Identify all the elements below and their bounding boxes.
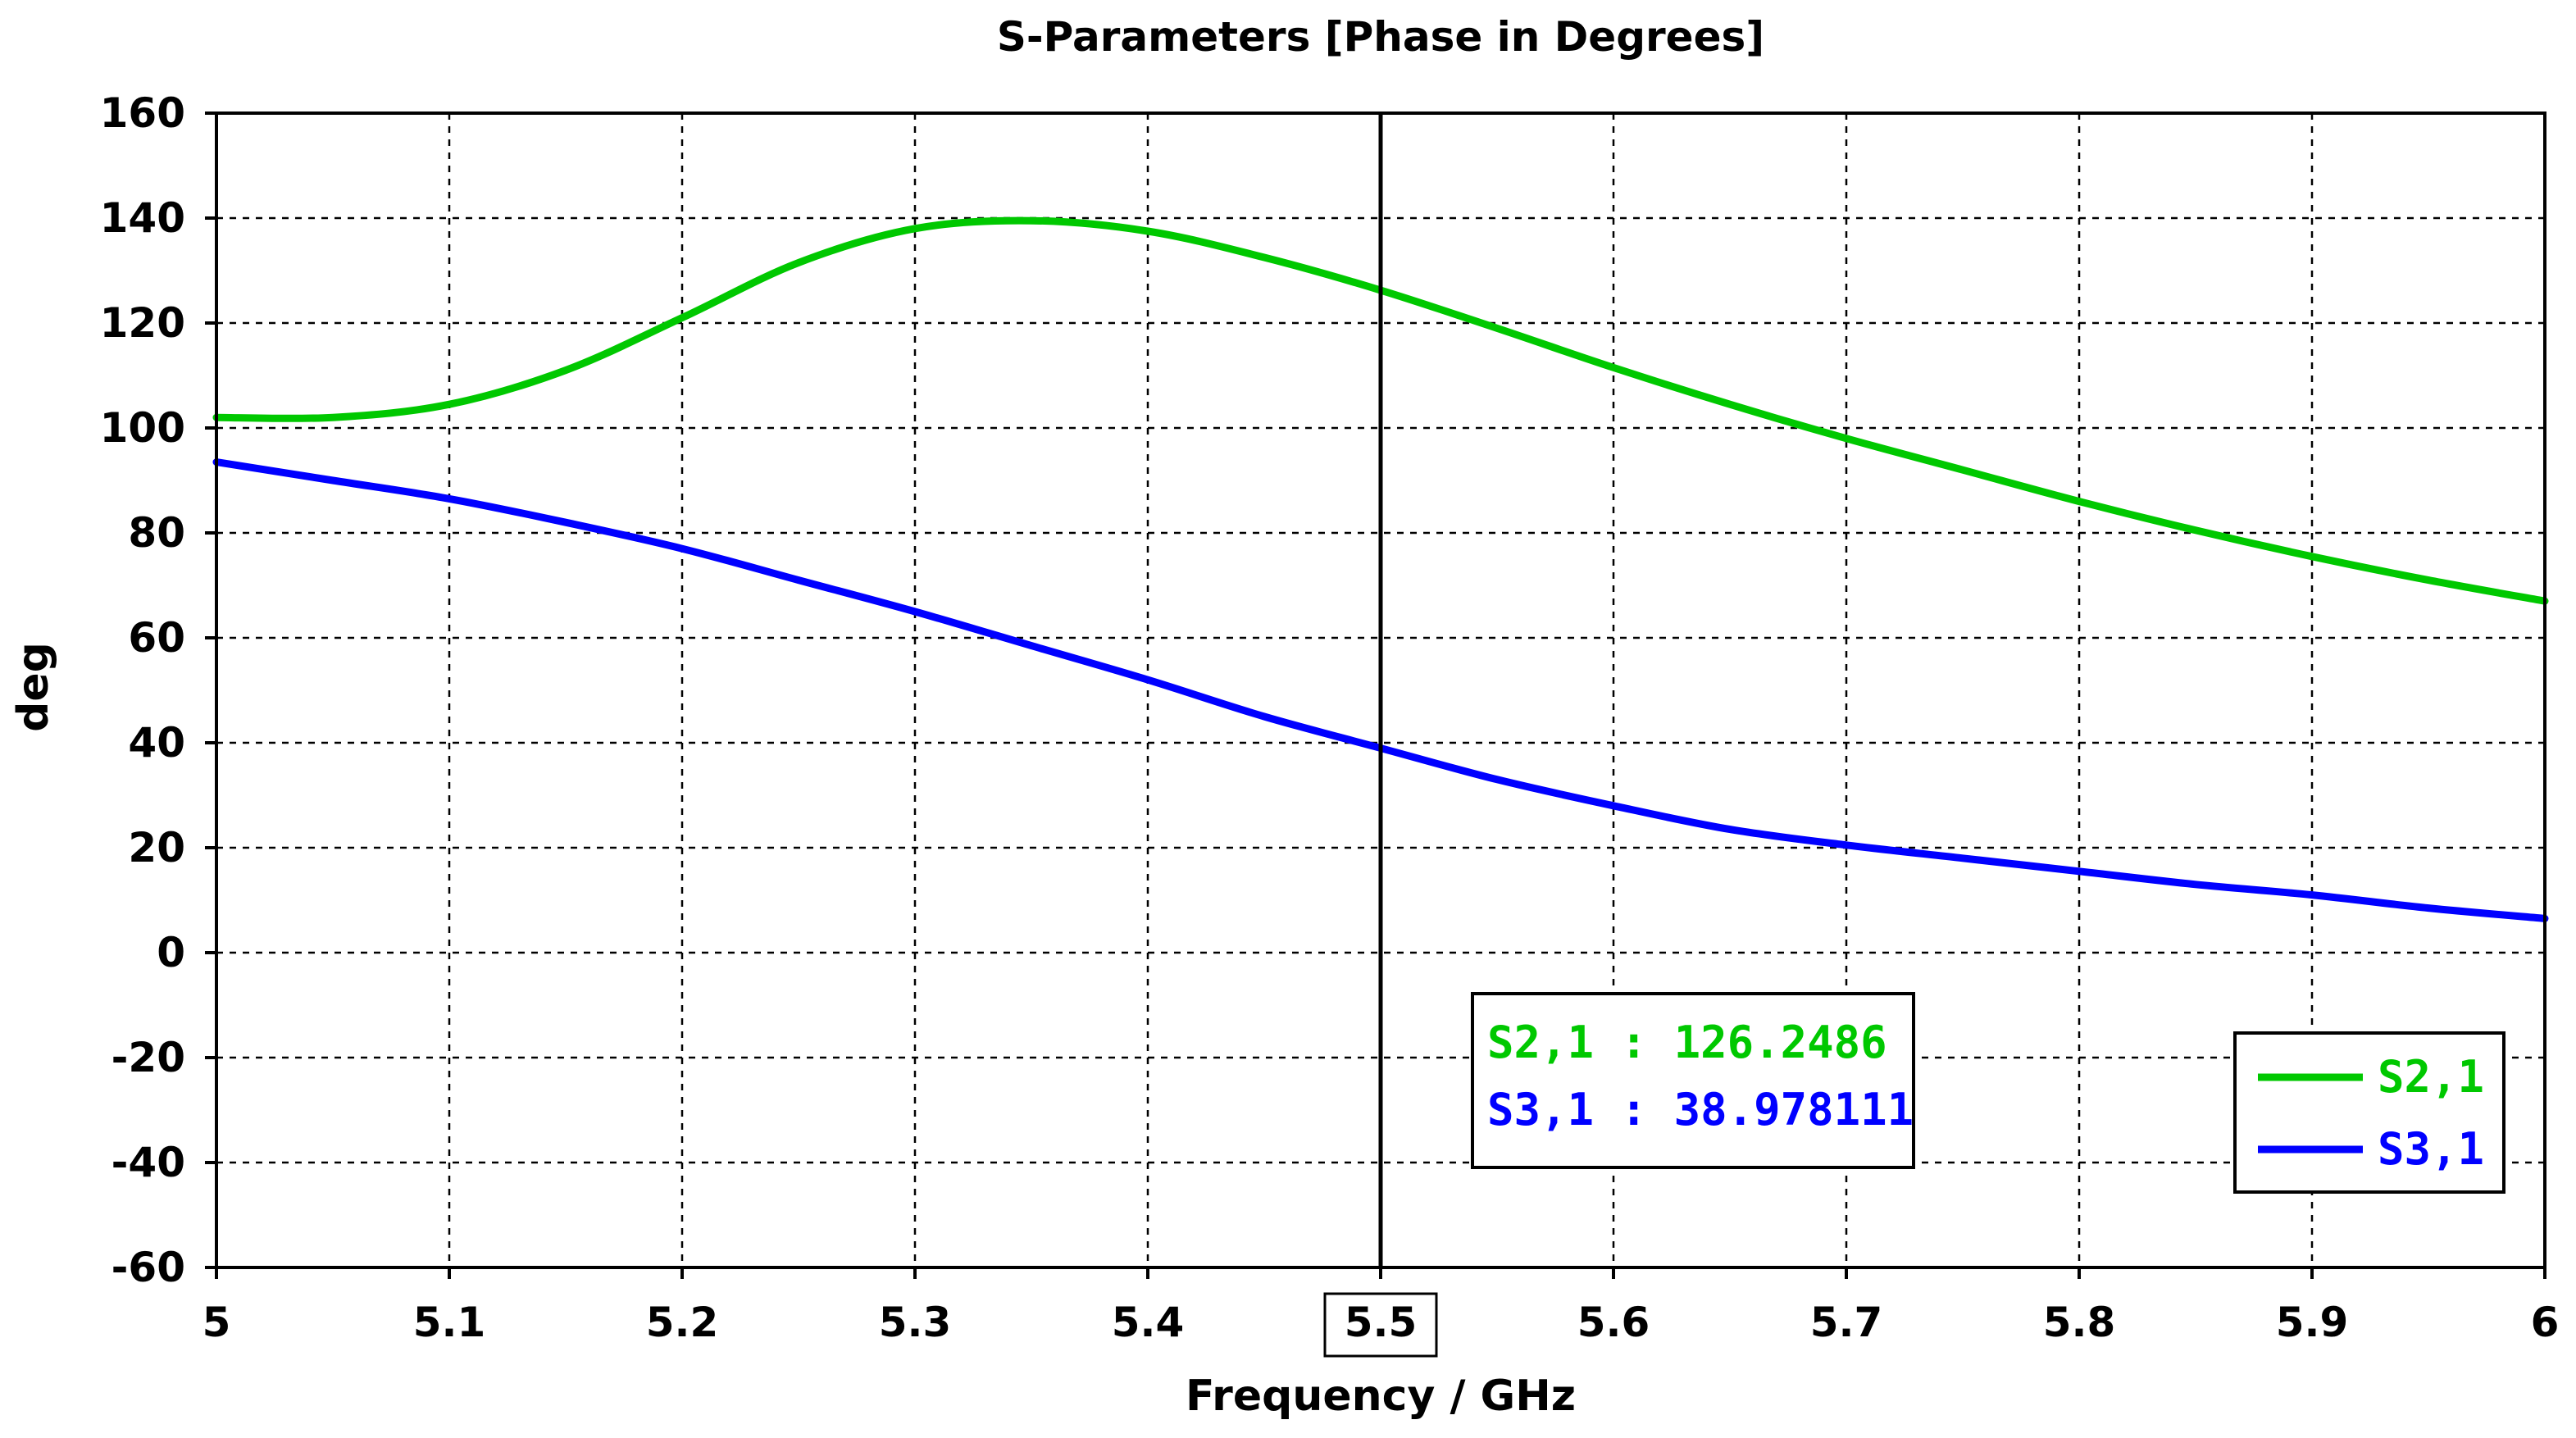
y-tick-label: 140 (100, 194, 185, 242)
y-tick-label: 60 (128, 614, 185, 662)
y-tick-label: 20 (128, 824, 185, 871)
y-tick-label: 120 (100, 299, 185, 347)
legend-label-s31: S3,1 (2378, 1123, 2484, 1175)
chart-title: S-Parameters [Phase in Degrees] (997, 13, 1764, 61)
series-line-s31 (212, 458, 2549, 922)
y-tick-label: 100 (100, 404, 185, 452)
x-tick-label: 5.6 (1577, 1299, 1650, 1346)
readout-s31: S3,1 : 38.978111 (1487, 1084, 1914, 1135)
x-tick-label: 5.4 (1112, 1299, 1185, 1346)
x-tick-label: 5.9 (2276, 1299, 2349, 1346)
x-tick-label: 5.8 (2043, 1299, 2116, 1346)
marker-x-label-box[interactable] (1323, 1292, 1438, 1358)
y-tick-label: -40 (112, 1139, 185, 1186)
y-tick-label: 80 (128, 509, 185, 557)
y-axis-label: deg (9, 642, 58, 732)
series-group (212, 216, 2549, 922)
x-axis-label: Frequency / GHz (1186, 1372, 1576, 1421)
y-tick-label: -60 (112, 1244, 185, 1291)
y-tick-label: 0 (157, 929, 185, 976)
x-tick-label: 5.2 (646, 1299, 719, 1346)
x-tick-label: 5.7 (1810, 1299, 1883, 1346)
series-line-s21 (212, 216, 2549, 605)
marker-x-label: 5.5 (1345, 1299, 1418, 1346)
y-tick-label: -20 (112, 1034, 185, 1081)
marker-readout-box: S2,1 : 126.2486 S3,1 : 38.978111 (1471, 992, 1915, 1169)
readout-s21: S2,1 : 126.2486 (1487, 1017, 1887, 1068)
x-tick-label: 5 (203, 1299, 231, 1346)
x-ticks: 5 5.1 5.2 5.3 5.4 5.6 5.7 5.8 5.9 6 (203, 1267, 2560, 1346)
y-ticks: 160 140 120 100 80 60 40 20 0 -20 -40 -60 (100, 89, 216, 1291)
y-tick-label: 40 (128, 719, 185, 767)
legend-label-s21: S2,1 (2378, 1051, 2484, 1103)
y-tick-label: 160 (100, 89, 185, 137)
x-tick-label: 6 (2531, 1299, 2560, 1346)
x-tick-label: 5.1 (413, 1299, 486, 1346)
x-tick-label: 5.3 (879, 1299, 952, 1346)
legend: S2,1 S3,1 (2233, 1031, 2505, 1194)
